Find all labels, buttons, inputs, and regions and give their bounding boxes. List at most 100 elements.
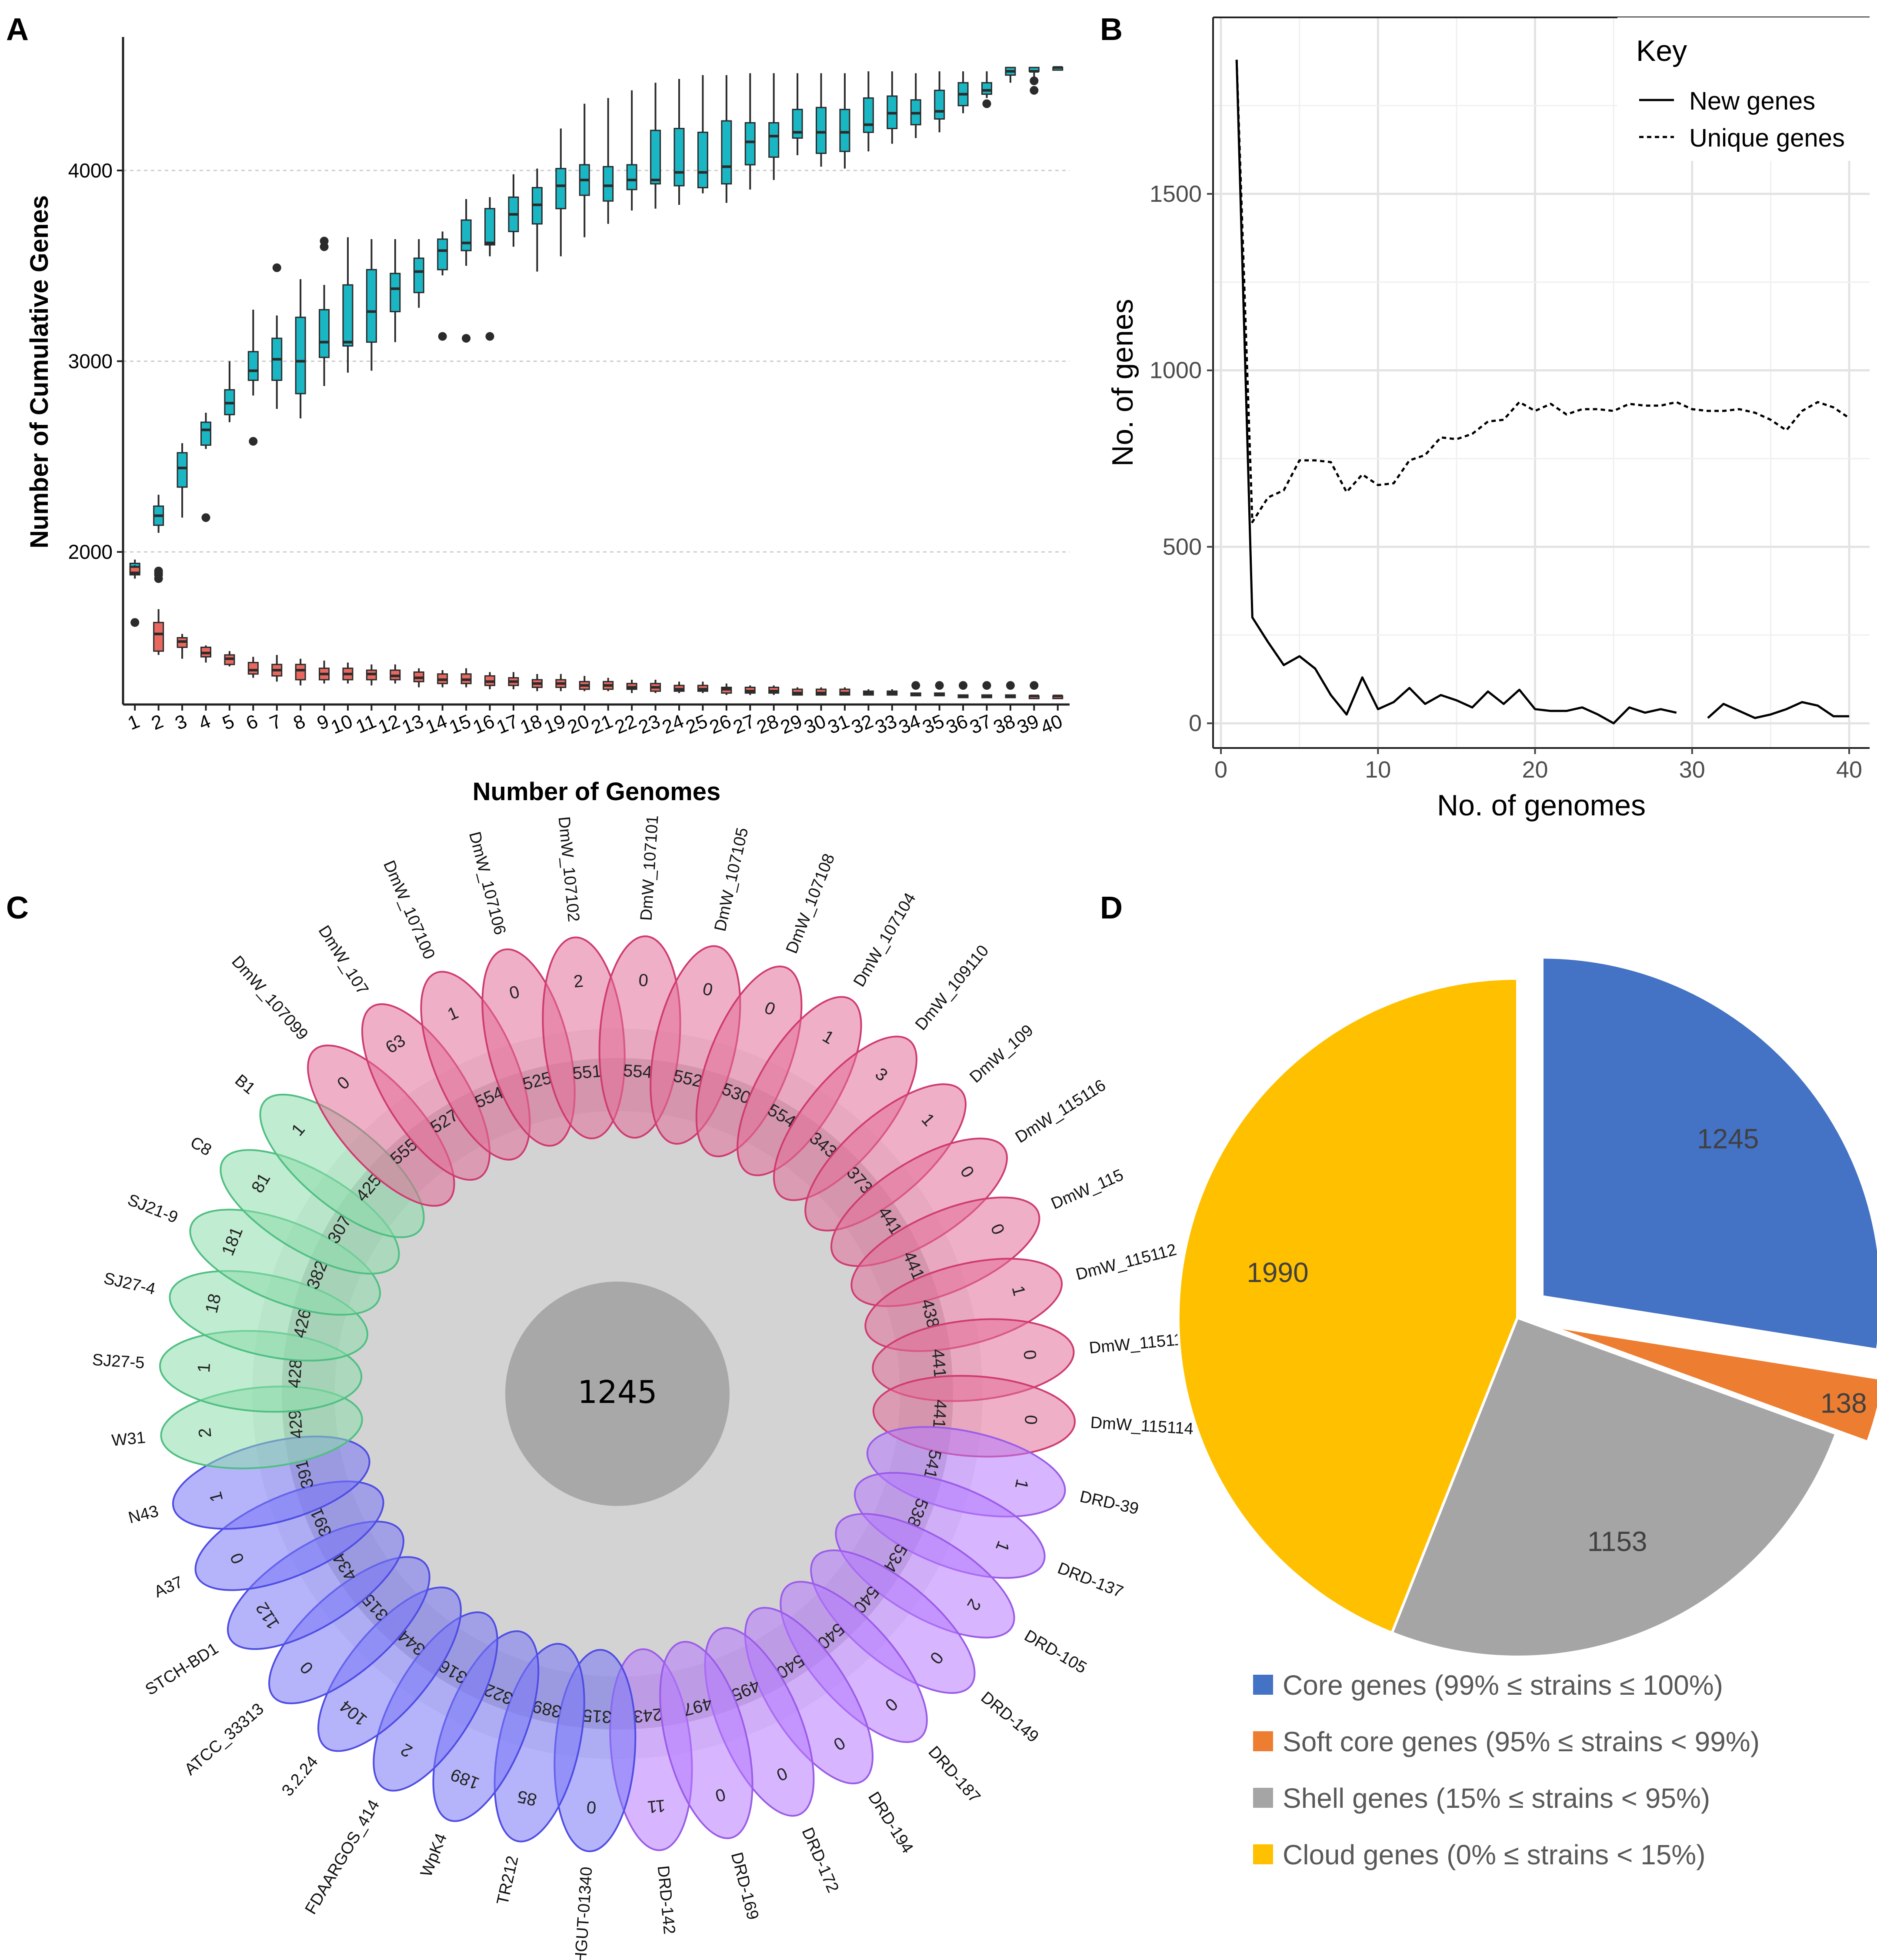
- box-body: [413, 257, 424, 294]
- box-body: [484, 208, 496, 246]
- box-body: [744, 122, 756, 166]
- panel-label-b: B: [1100, 12, 1123, 47]
- petal-shared-count: 429: [285, 1409, 307, 1440]
- legend-label: Core genes (99% ≤ strains ≤ 100%): [1283, 1670, 1723, 1701]
- petal-unique-count: 2: [573, 972, 584, 992]
- panel-b-x-tick-label: 10: [1365, 757, 1391, 783]
- box-body: [319, 309, 330, 358]
- panel-d-pie-chart: 1245 138 1153 1990 Core genes (99% ≤ strain…: [1177, 956, 1877, 1870]
- box-outlier: [911, 681, 920, 690]
- box-outlier: [272, 263, 281, 272]
- flower-core-value: 1245: [577, 1374, 657, 1410]
- petal-unique-count: 1: [194, 1362, 214, 1373]
- box-body: [816, 107, 827, 154]
- legend-box: [1617, 17, 1877, 161]
- box-outlier: [982, 99, 991, 108]
- panel-b-legend: Key New genes Unique genes: [1617, 17, 1877, 161]
- petal-unique-count: 0: [638, 971, 649, 990]
- panel-b-series: [1235, 60, 1850, 725]
- box-body: [934, 90, 945, 120]
- legend-swatch: [1253, 1844, 1273, 1864]
- strain-label: SJ27-5: [92, 1351, 145, 1372]
- panel-a-y-tick-label: 4000: [68, 159, 113, 182]
- legend-swatch: [1253, 1731, 1273, 1751]
- box-body: [626, 164, 637, 190]
- box-outlier: [154, 567, 163, 575]
- panel-b-x-axis-title: No. of genomes: [1437, 789, 1646, 822]
- box-body: [650, 130, 661, 185]
- unique-genes-line: [1235, 60, 1850, 524]
- pie-slices: [1177, 956, 1877, 1659]
- petal-unique-count: 2: [195, 1427, 215, 1439]
- petal-shared-count: 315: [582, 1706, 612, 1726]
- box-body: [460, 219, 472, 251]
- box-body: [366, 269, 377, 343]
- legend-label: Soft core genes (95% ≤ strains < 99%): [1283, 1726, 1760, 1757]
- panel-a-y-tick-label: 3000: [68, 350, 113, 373]
- panel-a-y-axis-title: Number of Cumulative Genes: [25, 195, 53, 548]
- pie-value-label: 138: [1820, 1387, 1867, 1419]
- petal-shared-count: 441: [929, 1399, 950, 1429]
- box-body: [603, 166, 614, 202]
- panel-c-petals: 1124303158538918932223161043440315112434…: [159, 935, 1076, 1853]
- box-body: [768, 122, 780, 158]
- legend-swatch: [1253, 1788, 1273, 1808]
- box-outlier: [485, 332, 494, 341]
- petal-shared-count: 551: [572, 1062, 603, 1083]
- new-genes-line: [1707, 701, 1849, 719]
- legend-swatch: [1253, 1675, 1273, 1695]
- box-outlier: [1030, 86, 1039, 95]
- legend-label: Cloud genes (0% ≤ strains < 15%): [1283, 1839, 1706, 1870]
- flower-core-circle: [505, 1282, 730, 1506]
- panel-b-linechart: 0 10 20 30 40 0 500 1000 1500 Key New genes Uniq…: [1106, 17, 1877, 822]
- panel-b-y-tick-label: 1500: [1150, 181, 1202, 207]
- box-body: [863, 97, 874, 133]
- box-body: [247, 351, 259, 381]
- box-outlier: [982, 681, 991, 690]
- panel-b-x-tick-label: 0: [1214, 757, 1227, 783]
- panel-b-x-tick-label: 30: [1679, 757, 1705, 783]
- petal-shared-count: 428: [285, 1359, 306, 1389]
- pie-value-label: 1153: [1587, 1526, 1647, 1557]
- box-outlier: [935, 681, 944, 690]
- petal-unique-count: 18: [202, 1292, 225, 1315]
- box-body: [177, 452, 188, 488]
- box-outlier: [959, 681, 968, 690]
- box-outlier: [438, 332, 447, 341]
- petal-unique-count: 85: [516, 1786, 539, 1810]
- pie-slice-1: [1540, 956, 1877, 1351]
- box-body: [981, 82, 993, 95]
- panel-a-y-tick-label: 2000: [68, 541, 113, 563]
- strain-label: W31: [111, 1429, 147, 1450]
- pie-slice-2: [1548, 1324, 1877, 1444]
- pie-slice-3: [1390, 1316, 1838, 1659]
- pie-value-labels: 1245 138 1153 1990: [1247, 1123, 1867, 1557]
- box-body: [673, 128, 685, 187]
- panel-b-x-tick-label: 40: [1836, 757, 1862, 783]
- panel-label-a: A: [6, 12, 29, 47]
- box-body: [390, 273, 401, 313]
- box-body: [697, 131, 708, 188]
- box-body: [839, 109, 850, 152]
- legend-label-new-genes: New genes: [1689, 87, 1815, 115]
- box-body: [200, 421, 211, 446]
- box-body: [555, 168, 567, 210]
- petal-unique-count: 11: [647, 1796, 666, 1816]
- box-body: [721, 120, 732, 185]
- legend-label: Shell genes (15% ≤ strains < 95%): [1283, 1783, 1710, 1814]
- petal-shared-count: 554: [623, 1061, 653, 1082]
- box-outlier: [320, 237, 329, 246]
- petal-unique-count: 0: [1021, 1414, 1040, 1425]
- box-body: [247, 662, 259, 675]
- pie-legend: Core genes (99% ≤ strains ≤ 100%) Soft co…: [1253, 1670, 1760, 1870]
